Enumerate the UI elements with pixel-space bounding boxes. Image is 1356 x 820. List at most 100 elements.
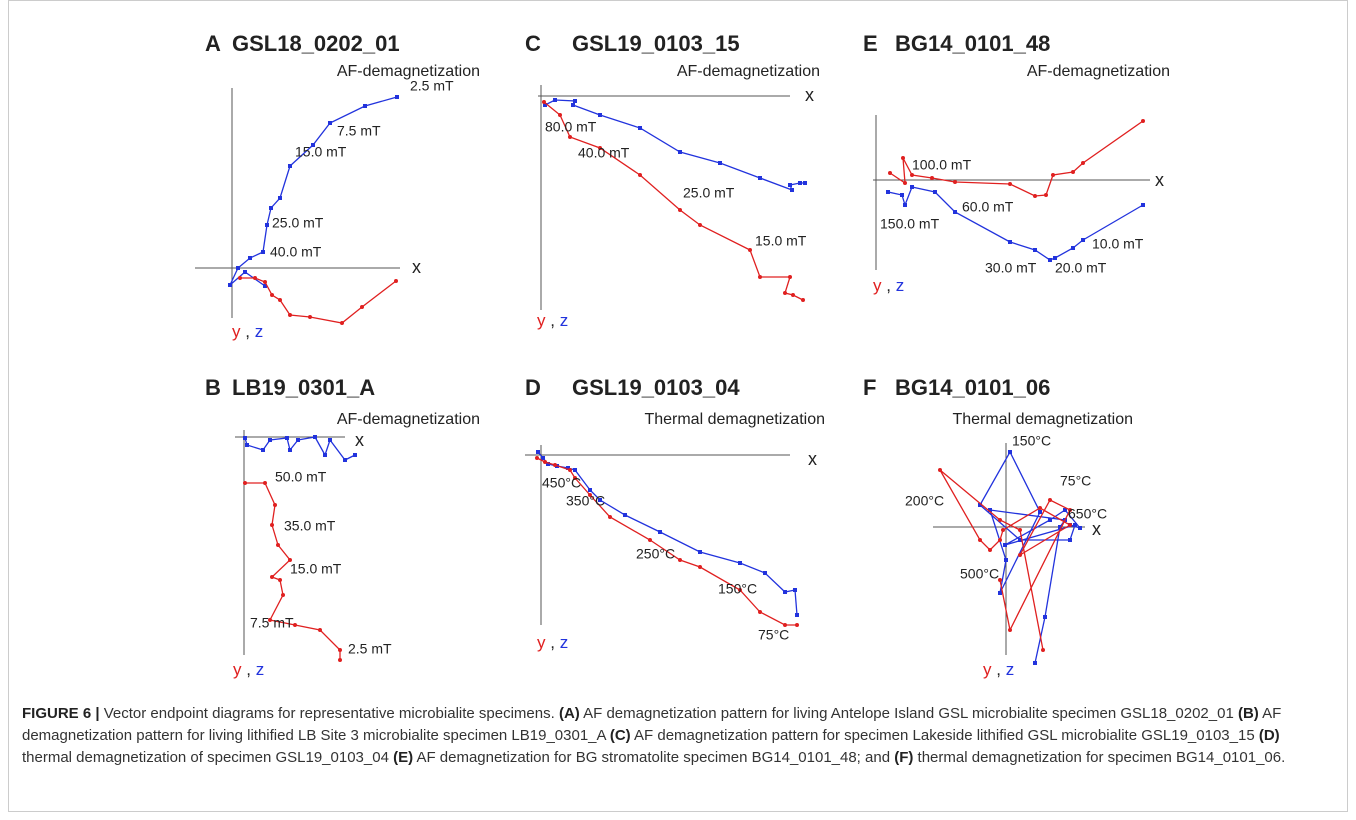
step-label: 2.5 mT bbox=[348, 641, 392, 657]
panel-letter: A bbox=[205, 31, 221, 56]
step-label: 15.0 mT bbox=[295, 144, 347, 160]
z-path bbox=[243, 435, 357, 462]
panel-letter: B bbox=[205, 375, 221, 400]
step-label: 40.0 mT bbox=[578, 145, 630, 161]
y-path bbox=[542, 100, 805, 302]
method: Thermal demagnetization bbox=[952, 411, 1133, 428]
panel-c: C GSL19_0103_15 AF-demagnetization x 80.… bbox=[525, 31, 820, 331]
step-label: 40.0 mT bbox=[270, 244, 322, 260]
figure-frame bbox=[8, 0, 1348, 812]
step-label: 75°C bbox=[758, 627, 789, 643]
yz-label: y , z bbox=[983, 660, 1014, 679]
step-label: 10.0 mT bbox=[1092, 236, 1144, 252]
figure-label: FIGURE 6 | bbox=[22, 705, 100, 722]
method: AF-demagnetization bbox=[337, 411, 480, 428]
z-path bbox=[886, 185, 1145, 262]
step-label: 35.0 mT bbox=[284, 518, 336, 534]
z-label: z bbox=[896, 276, 905, 295]
sep: , bbox=[245, 322, 250, 341]
z-label: z bbox=[560, 633, 569, 652]
caption-text: thermal demagnetization of specimen GSL1… bbox=[22, 749, 389, 766]
y-label: y bbox=[233, 660, 242, 679]
panel-title: GSL19_0103_04 bbox=[572, 375, 740, 400]
y-label: y bbox=[232, 322, 241, 341]
caption-text: AF demagnetization pattern for living An… bbox=[583, 705, 1234, 722]
axis-label: x bbox=[355, 430, 364, 450]
caption-text: AF demagnetization pattern for living li… bbox=[22, 705, 1282, 744]
panel-letter: D bbox=[525, 375, 541, 400]
step-label: 25.0 mT bbox=[683, 185, 735, 201]
step-label: 15.0 mT bbox=[755, 233, 807, 249]
panel-a: A GSL18_0202_01 AF-demagnetization x 2.5… bbox=[195, 31, 480, 341]
axis-label: x bbox=[412, 257, 421, 277]
step-label: 60.0 mT bbox=[962, 199, 1014, 215]
y-path bbox=[238, 276, 398, 325]
method: Thermal demagnetization bbox=[644, 411, 825, 428]
panel-title: GSL18_0202_01 bbox=[232, 31, 400, 56]
step-label: 150.0 mT bbox=[880, 216, 940, 232]
sep: , bbox=[246, 660, 251, 679]
panel-f: F BG14_0101_06 Thermal demagnetization x… bbox=[863, 375, 1133, 680]
sep: , bbox=[886, 276, 891, 295]
step-label: 500°C bbox=[960, 566, 999, 582]
y-label: y bbox=[873, 276, 882, 295]
step-label: 650°C bbox=[1068, 506, 1107, 522]
caption: FIGURE 6 | Vector endpoint diagrams for … bbox=[22, 703, 1332, 769]
step-label: 450°C bbox=[542, 475, 581, 491]
panel-title: BG14_0101_48 bbox=[895, 31, 1050, 56]
panel-title: LB19_0301_A bbox=[232, 375, 375, 400]
y-path bbox=[243, 481, 342, 662]
step-label: 50.0 mT bbox=[275, 469, 327, 485]
step-label: 350°C bbox=[566, 493, 605, 509]
panel-letter: E bbox=[863, 31, 878, 56]
caption-tag: (F) bbox=[894, 749, 914, 766]
y-label: y bbox=[537, 633, 546, 652]
y-path bbox=[888, 119, 1145, 198]
caption-tag: (D) bbox=[1258, 727, 1280, 744]
y-path bbox=[535, 456, 799, 627]
y-label: y bbox=[537, 311, 546, 330]
step-label: 7.5 mT bbox=[250, 615, 294, 631]
step-label: 2.5 mT bbox=[410, 78, 454, 94]
axis-label: x bbox=[1092, 519, 1101, 539]
step-label: 30.0 mT bbox=[985, 260, 1037, 276]
z-label: z bbox=[560, 311, 569, 330]
method: AF-demagnetization bbox=[1027, 63, 1170, 80]
figure: A GSL18_0202_01 AF-demagnetization x 2.5… bbox=[195, 31, 1170, 680]
caption-tag: (A) bbox=[558, 705, 580, 722]
step-label: 15.0 mT bbox=[290, 561, 342, 577]
step-label: 20.0 mT bbox=[1055, 260, 1107, 276]
method: AF-demagnetization bbox=[677, 63, 820, 80]
panel-title: BG14_0101_06 bbox=[895, 375, 1050, 400]
step-label: 25.0 mT bbox=[272, 215, 324, 231]
yz-label: y , z bbox=[537, 311, 568, 330]
step-label: 7.5 mT bbox=[337, 123, 381, 139]
yz-label: y , z bbox=[537, 633, 568, 652]
method: AF-demagnetization bbox=[337, 63, 480, 80]
step-label: 150°C bbox=[718, 581, 757, 597]
caption-text: thermal demagnetization for specimen BG1… bbox=[917, 749, 1286, 766]
z-path bbox=[228, 95, 399, 288]
panel-e: E BG14_0101_48 AF-demagnetization x 100.… bbox=[863, 31, 1170, 296]
step-label: 80.0 mT bbox=[545, 119, 597, 135]
y-path bbox=[938, 468, 1072, 652]
sep: , bbox=[996, 660, 1001, 679]
axis-label: x bbox=[805, 85, 814, 105]
caption-text: AF demagnetization pattern for specimen … bbox=[634, 727, 1255, 744]
step-label: 75°C bbox=[1060, 473, 1091, 489]
caption-lead: Vector endpoint diagrams for representat… bbox=[103, 705, 555, 722]
z-label: z bbox=[256, 660, 265, 679]
z-label: z bbox=[1006, 660, 1015, 679]
z-label: z bbox=[255, 322, 264, 341]
sep: , bbox=[550, 311, 555, 330]
y-label: y bbox=[983, 660, 992, 679]
panel-b: B LB19_0301_A AF-demagnetization x 50.0 … bbox=[205, 375, 480, 680]
axis-label: x bbox=[808, 449, 817, 469]
step-label: 100.0 mT bbox=[912, 157, 972, 173]
step-label: 150°C bbox=[1012, 433, 1051, 449]
caption-tag: (C) bbox=[609, 727, 631, 744]
caption-text: AF demagnetization for BG stromatolite s… bbox=[416, 749, 891, 766]
yz-label: y , z bbox=[233, 660, 264, 679]
panel-d: D GSL19_0103_04 Thermal demagnetization … bbox=[525, 375, 825, 652]
panel-title: GSL19_0103_15 bbox=[572, 31, 740, 56]
